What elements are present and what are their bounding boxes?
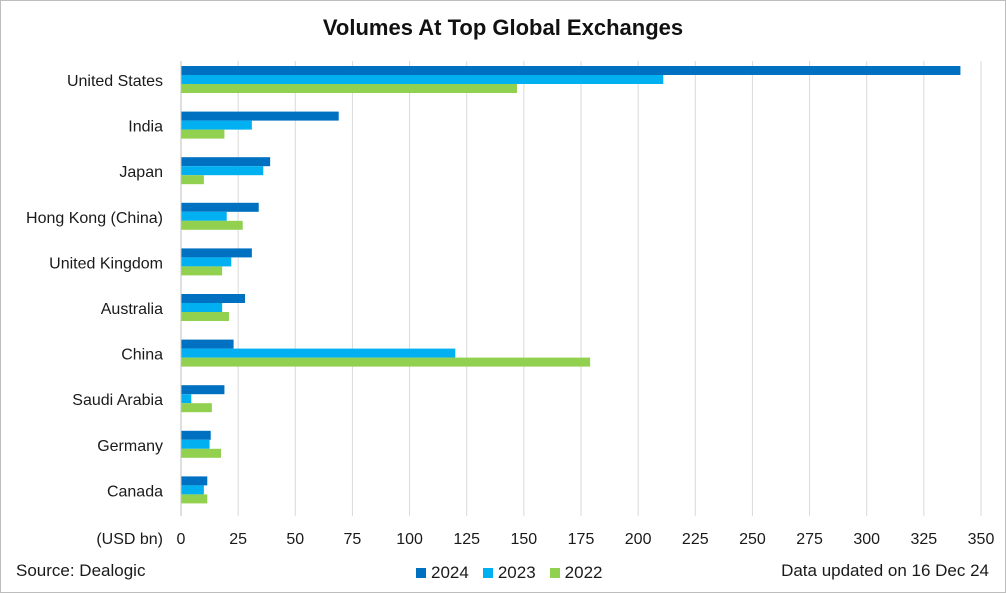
bar-2023 [181, 75, 664, 84]
bar-2022 [181, 494, 208, 504]
x-tick-label: 350 [968, 531, 995, 548]
bar-2023 [181, 120, 252, 130]
bar-2024 [181, 202, 259, 212]
category-label: Canada [107, 483, 163, 500]
bar-2024 [181, 385, 225, 395]
x-tick-label: 200 [625, 531, 652, 548]
bar-2022 [181, 403, 212, 413]
x-axis-label: (USD bn) [96, 531, 163, 548]
x-tick-label: 225 [682, 531, 709, 548]
category-label: Japan [119, 164, 163, 181]
x-tick-label: 100 [396, 531, 423, 548]
x-tick-label: 25 [229, 531, 247, 548]
bar-2022 [181, 312, 229, 321]
x-tick-label: 150 [511, 531, 538, 548]
legend-item-2024: 2024 [416, 563, 469, 583]
legend-swatch-2023 [482, 568, 493, 578]
chart-title: Volumes At Top Global Exchanges [322, 15, 684, 40]
category-label: Australia [101, 301, 163, 318]
bar-2024 [181, 66, 961, 75]
category-label: Saudi Arabia [72, 392, 163, 409]
legend-item-2022: 2022 [549, 563, 603, 583]
bar-2023 [181, 348, 456, 358]
bar-2024 [181, 111, 339, 121]
category-label: China [121, 347, 163, 364]
data-updated-note: Data updated on 16 Dec 24 [781, 561, 989, 580]
bar-2022 [181, 448, 221, 458]
bar-2022 [181, 220, 243, 230]
bars [181, 66, 961, 504]
x-tick-label: 50 [286, 531, 304, 548]
bar-2023 [181, 166, 264, 176]
x-tick-label: 125 [453, 531, 480, 548]
category-label: United Kingdom [49, 255, 163, 272]
bar-2024 [181, 248, 252, 258]
legend-item-2023: 2023 [482, 563, 536, 583]
category-label: India [128, 119, 163, 136]
x-tick-label: 275 [796, 531, 823, 548]
legend: 2024 2023 2022 [416, 563, 616, 583]
bar-2024 [181, 430, 211, 440]
legend-label-2024: 2024 [431, 563, 469, 582]
bar-2023 [181, 485, 204, 495]
x-tick-label: 325 [911, 531, 938, 548]
axis-labels: 0 25 50 75 100 125 150 175 200 225 250 275 300 325 350… [26, 61, 994, 548]
bar-2024 [181, 157, 271, 167]
category-label: Hong Kong (China) [26, 210, 163, 227]
gridlines [180, 61, 982, 516]
x-tick-label: 0 [177, 531, 186, 548]
bar-2022 [181, 84, 517, 93]
bar-2022 [181, 129, 225, 139]
bar-2023 [181, 211, 227, 221]
legend-label-2022: 2022 [564, 563, 603, 582]
x-tick-label: 250 [739, 531, 766, 548]
source-note: Source: Dealogic [16, 561, 146, 580]
bar-2024 [181, 294, 245, 303]
bar-2024 [181, 339, 234, 349]
category-label: Germany [97, 438, 163, 455]
x-tick-label: 300 [853, 531, 880, 548]
bar-2023 [181, 257, 232, 267]
bar-2022 [181, 175, 204, 185]
bar-2023 [181, 303, 223, 312]
bar-2022 [181, 266, 223, 276]
bar-2023 [181, 394, 192, 404]
bar-2024 [181, 476, 208, 486]
legend-label-2023: 2023 [497, 563, 536, 582]
category-label: United States [67, 73, 163, 90]
x-tick-label: 75 [344, 531, 362, 548]
bar-2022 [181, 357, 591, 367]
x-tick-label: 175 [568, 531, 595, 548]
bar-2023 [181, 439, 210, 449]
legend-swatch-2024 [416, 568, 426, 578]
legend-swatch-2022 [549, 568, 560, 578]
